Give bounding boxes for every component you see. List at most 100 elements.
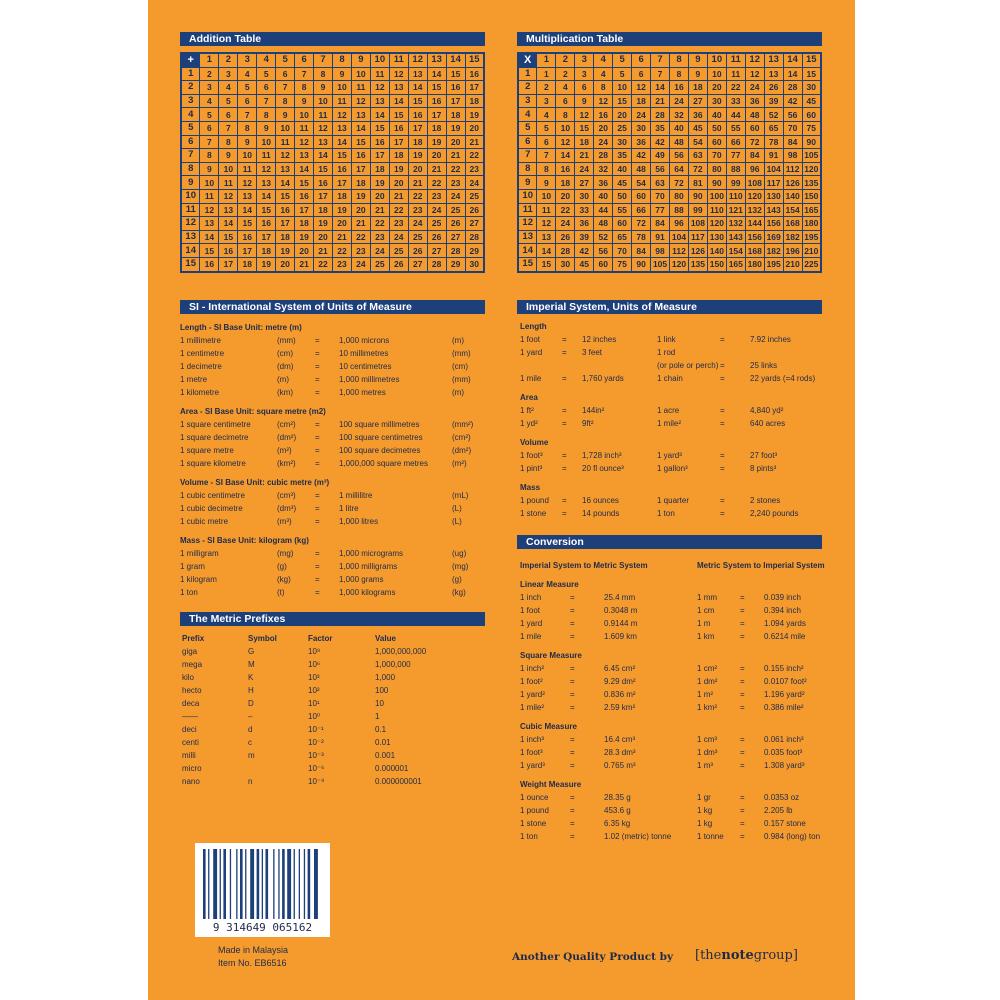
table-row: 13 13 26 39 52 65 78 91 104 117 130 143 156 169 182 195 [517, 229, 822, 245]
cell: 18 [294, 216, 315, 231]
cell: = [570, 632, 575, 641]
cell: 1 [375, 712, 380, 721]
row: 1 millimetre (mm) = 1,000 microns (m) [180, 334, 485, 347]
cell: 77 [725, 148, 746, 163]
cell: 4 [536, 107, 557, 122]
cell: 20 [706, 80, 727, 95]
cell: 180 [744, 256, 765, 273]
cell: 16 [669, 80, 689, 95]
cell: 42 [574, 243, 595, 258]
column-header: 6 [631, 52, 652, 68]
cell: 21 [445, 148, 466, 163]
cell: 16 [350, 148, 371, 163]
cell [582, 359, 657, 372]
cell: 1 foot [520, 606, 541, 615]
cell: = [562, 374, 567, 383]
cell: 56 [593, 243, 614, 258]
cell [750, 346, 830, 359]
cell: 8 [218, 134, 239, 150]
cell: 22 [350, 229, 371, 245]
cell: 19 [445, 120, 466, 136]
cell: 60 [593, 256, 614, 273]
cell: 9 [536, 175, 557, 190]
table-row: 8 8 16 24 32 40 48 56 64 72 80 88 96 104 112 120 [517, 161, 822, 177]
cell: 1 mile² [520, 703, 545, 712]
cell: 10 [332, 80, 352, 95]
header-row: Prefix Symbol Factor Value [182, 632, 475, 645]
row: 1 metre (m) = 1,000 millimetres (mm) [180, 373, 485, 386]
column-header: 8 [669, 52, 689, 68]
made-in: Made in Malaysia [218, 945, 289, 955]
row: 1 mile = 1.609 km 1 km = 0.6214 mile [520, 630, 844, 643]
cell: 100 [706, 188, 727, 204]
cell: 54 [631, 175, 652, 190]
row-header: 2 [180, 80, 201, 95]
cell: 40 [706, 107, 727, 122]
row: 1 milligram (mg) = 1,000 micrograms (ug) [180, 547, 485, 560]
cell: = [740, 632, 745, 641]
group-heading-row: Volume - SI Base Unit: cubic metre (m³) [180, 470, 485, 489]
row-header: 5 [517, 120, 538, 136]
header-row: X 1 2 3 4 5 6 7 8 9 10 11 12 13 14 15 [517, 52, 822, 68]
cell [562, 359, 582, 372]
row: 1 square centimetre (cm²) = 100 square mill… [180, 418, 485, 431]
cell: 23 [445, 175, 466, 190]
cell: 6.35 kg [604, 819, 631, 828]
cell: 1 km [697, 632, 715, 641]
cell: 1 square decimetre [180, 433, 249, 442]
cell: = [570, 690, 575, 699]
cell: 12 inches [582, 335, 617, 344]
cell: 21 [388, 188, 409, 204]
group-heading: Area [520, 393, 538, 402]
cell: 28 [782, 80, 803, 95]
table-row: 15 15 30 45 60 75 90 105 120 135 150 165 180 195 210 22… [517, 256, 822, 273]
cell: 27 [426, 243, 447, 258]
cell: 21 [426, 161, 447, 177]
cell: (dm²) [277, 433, 297, 442]
cell: = [562, 496, 567, 505]
cell: —— [182, 712, 198, 721]
cell: 8 [555, 107, 576, 122]
brand-part: [the [695, 948, 722, 963]
cell: = [740, 664, 745, 673]
cell: 72 [631, 216, 652, 231]
cell: 12 [275, 148, 296, 163]
cell: = [562, 348, 567, 357]
section-title: Imperial System, Units of Measure [517, 300, 822, 314]
cell: 20 [593, 120, 614, 136]
cell: 2,240 pounds [750, 509, 799, 518]
cell: 1 ton [657, 509, 675, 518]
cell: 7 [536, 148, 557, 163]
cell: 135 [687, 256, 708, 273]
group-heading: Weight Measure [520, 780, 582, 789]
cell: 26 [407, 243, 428, 258]
cell: 1 rod [657, 348, 676, 357]
cell: 0.000000001 [375, 777, 422, 786]
cell: = [562, 335, 567, 344]
row: 1 cubic decimetre (dm³) = 1 litre (L) [180, 502, 485, 515]
cell: 19 [294, 229, 315, 245]
cell: 66 [725, 134, 746, 150]
cell: 10 [555, 120, 576, 136]
cell: 0.000001 [375, 764, 409, 773]
row: 1 inch³ = 16.4 cm³ 1 cm³ = 0.061 inch³ [520, 733, 844, 746]
cell: 5 [536, 120, 557, 136]
cell: 91 [763, 148, 784, 163]
cell: 18 [574, 134, 595, 150]
cell: 14 [782, 66, 803, 82]
cell: kilo [182, 673, 195, 682]
cell: 24 [369, 243, 390, 258]
cell: = [315, 349, 320, 358]
text-table: Length 1 foot = 12 inches 1 link = 7.92 inches… [520, 314, 830, 520]
barcode [203, 849, 318, 919]
row: 1 inch = 25.4 mm 1 mm = 0.039 inch [520, 591, 844, 604]
cell: 100 square millimetres [339, 420, 420, 429]
cell: 78 [763, 134, 784, 150]
cell: 1 centimetre [180, 349, 225, 358]
cell: = [740, 832, 745, 841]
cell: 12 [631, 80, 652, 95]
cell: 21 [407, 175, 428, 190]
cell: 14 [407, 80, 428, 95]
cell: 55 [725, 120, 746, 136]
row-header: 6 [180, 134, 201, 150]
